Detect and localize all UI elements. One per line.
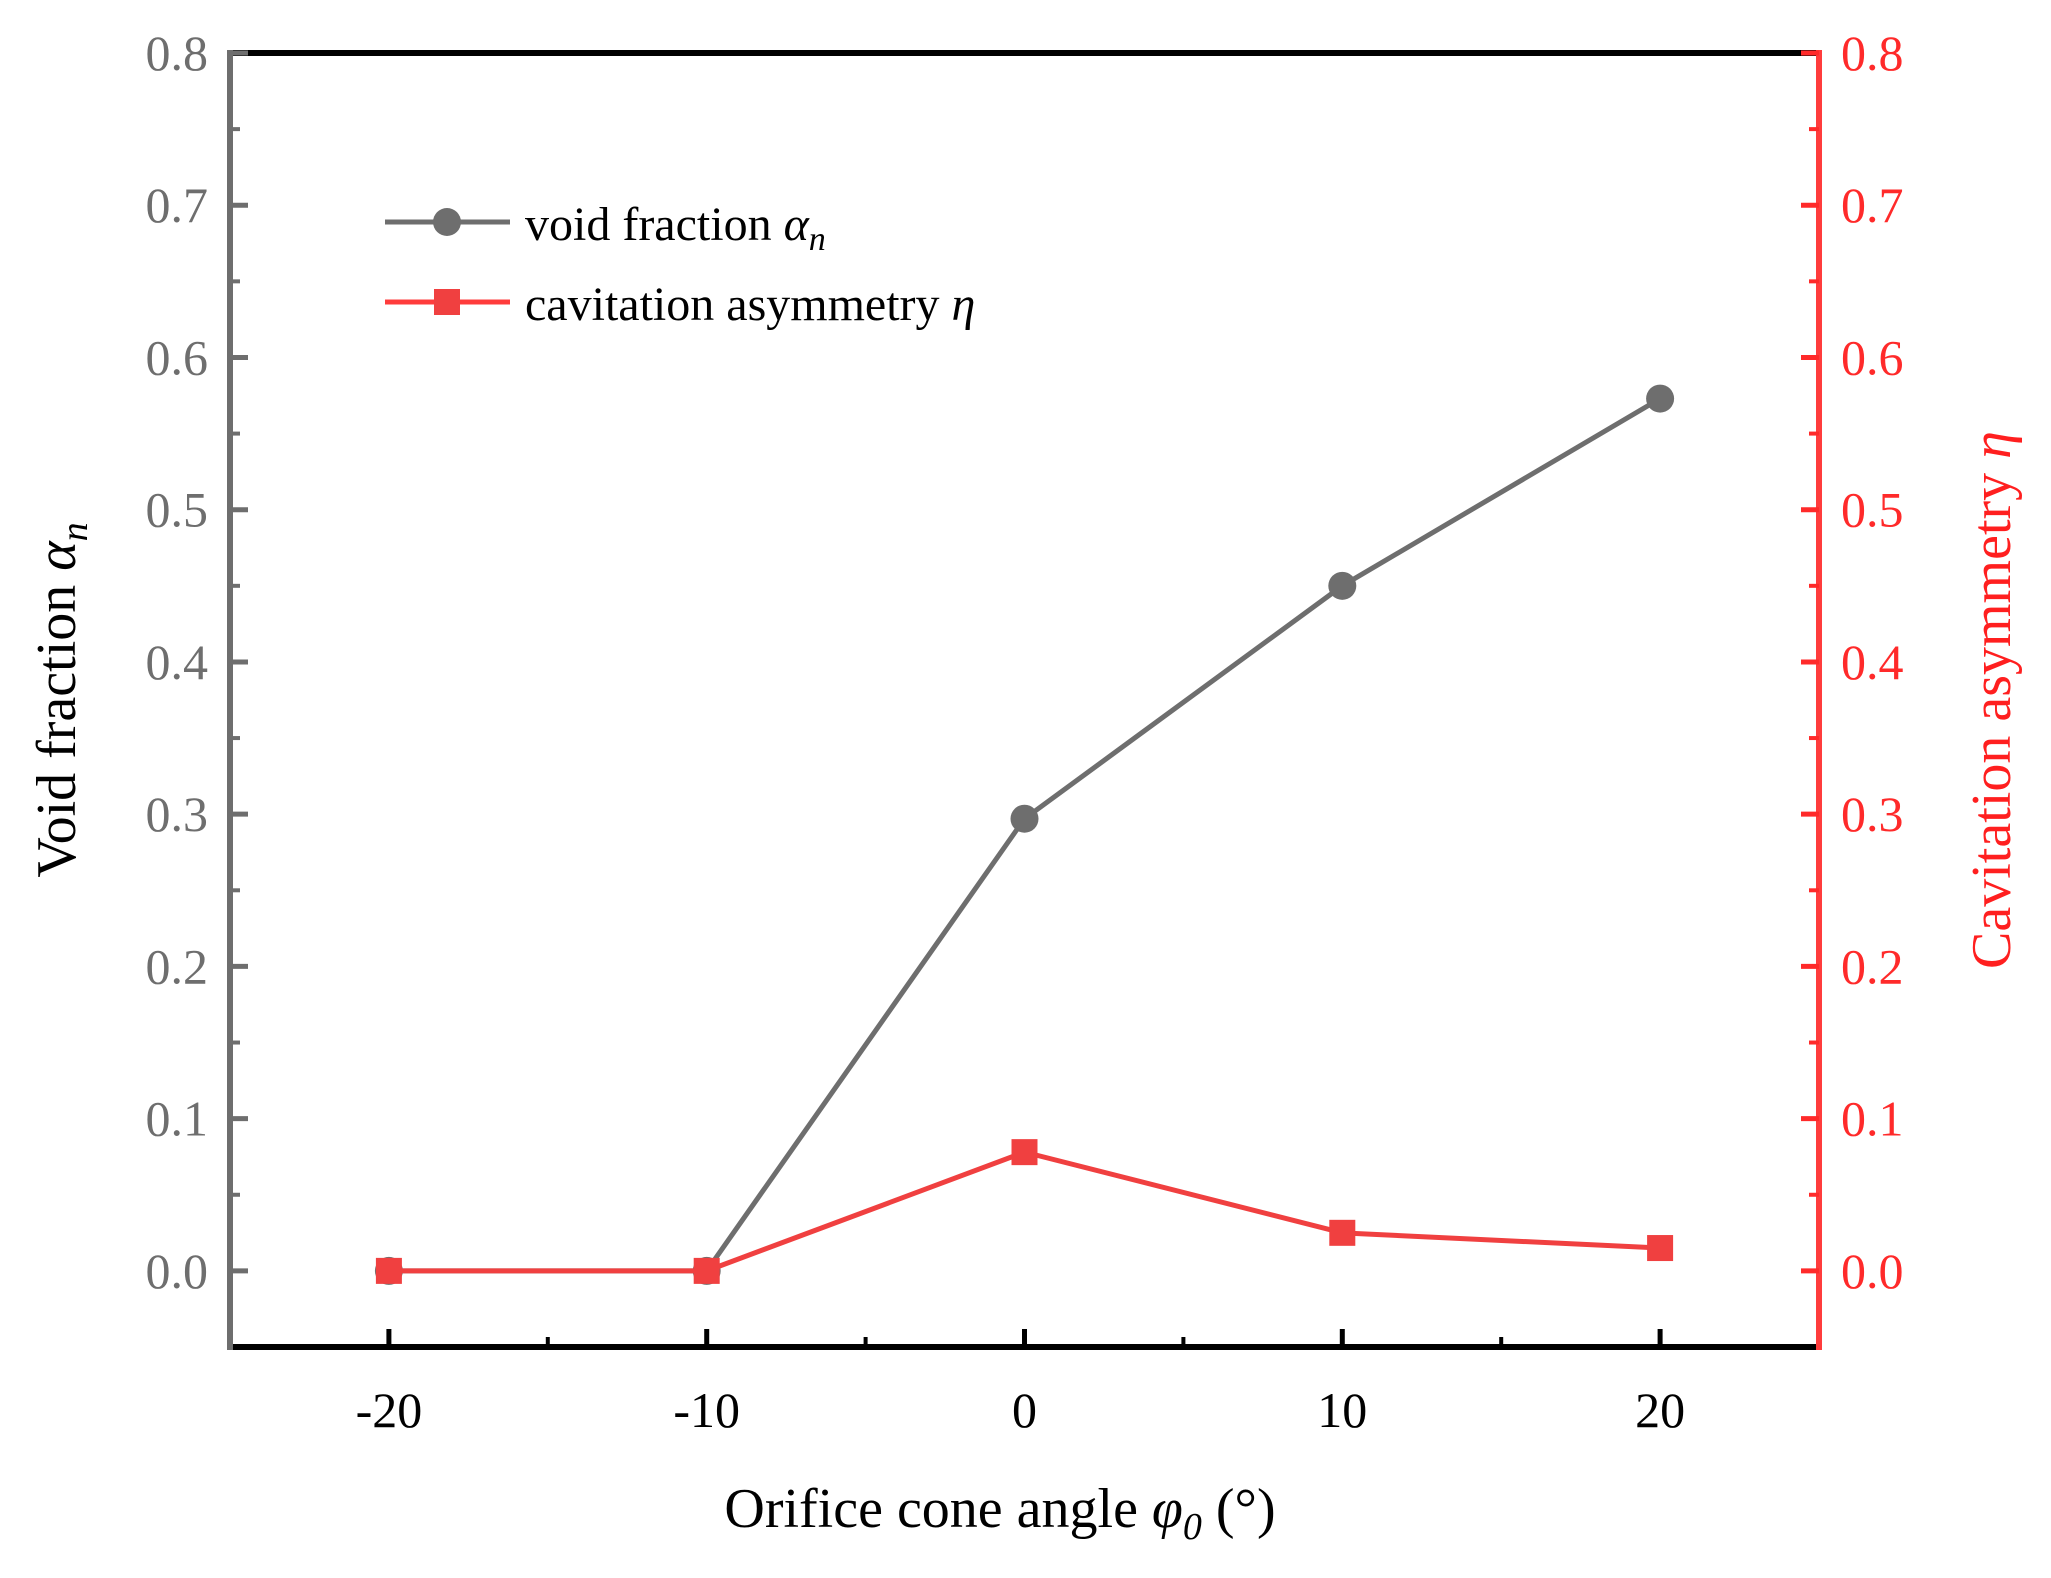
left-tick-label: 0.4 <box>146 634 209 690</box>
left-axis-title: Void fraction αn <box>26 522 96 877</box>
data-point-void-fraction <box>1646 384 1675 413</box>
data-point-cavitation-asymmetry <box>1647 1235 1674 1262</box>
left-tick-label: 0.8 <box>146 25 209 81</box>
legend-label-cavitation-asymmetry: cavitation asymmetry η <box>525 278 975 331</box>
x-axis-title: Orifice cone angle φ0 (°) <box>724 1478 1275 1548</box>
x-tick-label: -10 <box>673 1382 740 1438</box>
x-tick-label: 20 <box>1635 1382 1685 1438</box>
data-point-cavitation-asymmetry <box>1011 1139 1038 1166</box>
left-tick-label: 0.6 <box>146 329 209 385</box>
right-tick-label: 0.6 <box>1841 329 1904 385</box>
legend-marker-void-fraction <box>433 208 461 236</box>
right-axis-title: Cavitation asymmetry η <box>1961 431 2023 969</box>
right-axis-ticks: 0.0 0.1 0.2 0.3 0.4 0.5 0.6 0.7 0.8 <box>1801 25 1904 1299</box>
x-tick-label: 10 <box>1317 1382 1367 1438</box>
left-tick-label: 0.5 <box>146 482 209 538</box>
series-layer <box>374 384 1675 1285</box>
x-axis-ticks: -20 -10 0 10 20 <box>356 1329 1685 1438</box>
legend-label-void-fraction: void fraction αn <box>525 198 826 258</box>
left-tick-label: 0.1 <box>146 1091 209 1147</box>
left-tick-label: 0.0 <box>146 1243 209 1299</box>
left-tick-label: 0.2 <box>146 938 209 994</box>
data-point-void-fraction <box>1328 571 1357 600</box>
right-tick-label: 0.0 <box>1841 1243 1904 1299</box>
data-point-cavitation-asymmetry <box>693 1257 720 1284</box>
right-tick-label: 0.8 <box>1841 25 1904 81</box>
right-tick-label: 0.4 <box>1841 634 1904 690</box>
data-point-void-fraction <box>1010 804 1039 833</box>
x-tick-label: 0 <box>1012 1382 1037 1438</box>
left-tick-label: 0.3 <box>146 786 209 842</box>
right-tick-label: 0.5 <box>1841 482 1904 538</box>
right-tick-label: 0.1 <box>1841 1091 1904 1147</box>
data-point-cavitation-asymmetry <box>1329 1219 1356 1246</box>
data-point-cavitation-asymmetry <box>375 1257 402 1284</box>
x-tick-label: -20 <box>356 1382 423 1438</box>
series-line-cavitation-asymmetry <box>388 1149 1661 1274</box>
legend: void fraction αn cavitation asymmetry η <box>385 198 975 331</box>
legend-marker-cavitation-asymmetry <box>434 289 460 315</box>
left-tick-label: 0.7 <box>146 177 209 233</box>
right-tick-label: 0.2 <box>1841 938 1904 994</box>
right-tick-label: 0.7 <box>1841 177 1904 233</box>
right-tick-label: 0.3 <box>1841 786 1904 842</box>
left-axis-ticks: 0.0 0.1 0.2 0.3 0.4 0.5 0.6 0.7 0.8 <box>146 25 248 1299</box>
